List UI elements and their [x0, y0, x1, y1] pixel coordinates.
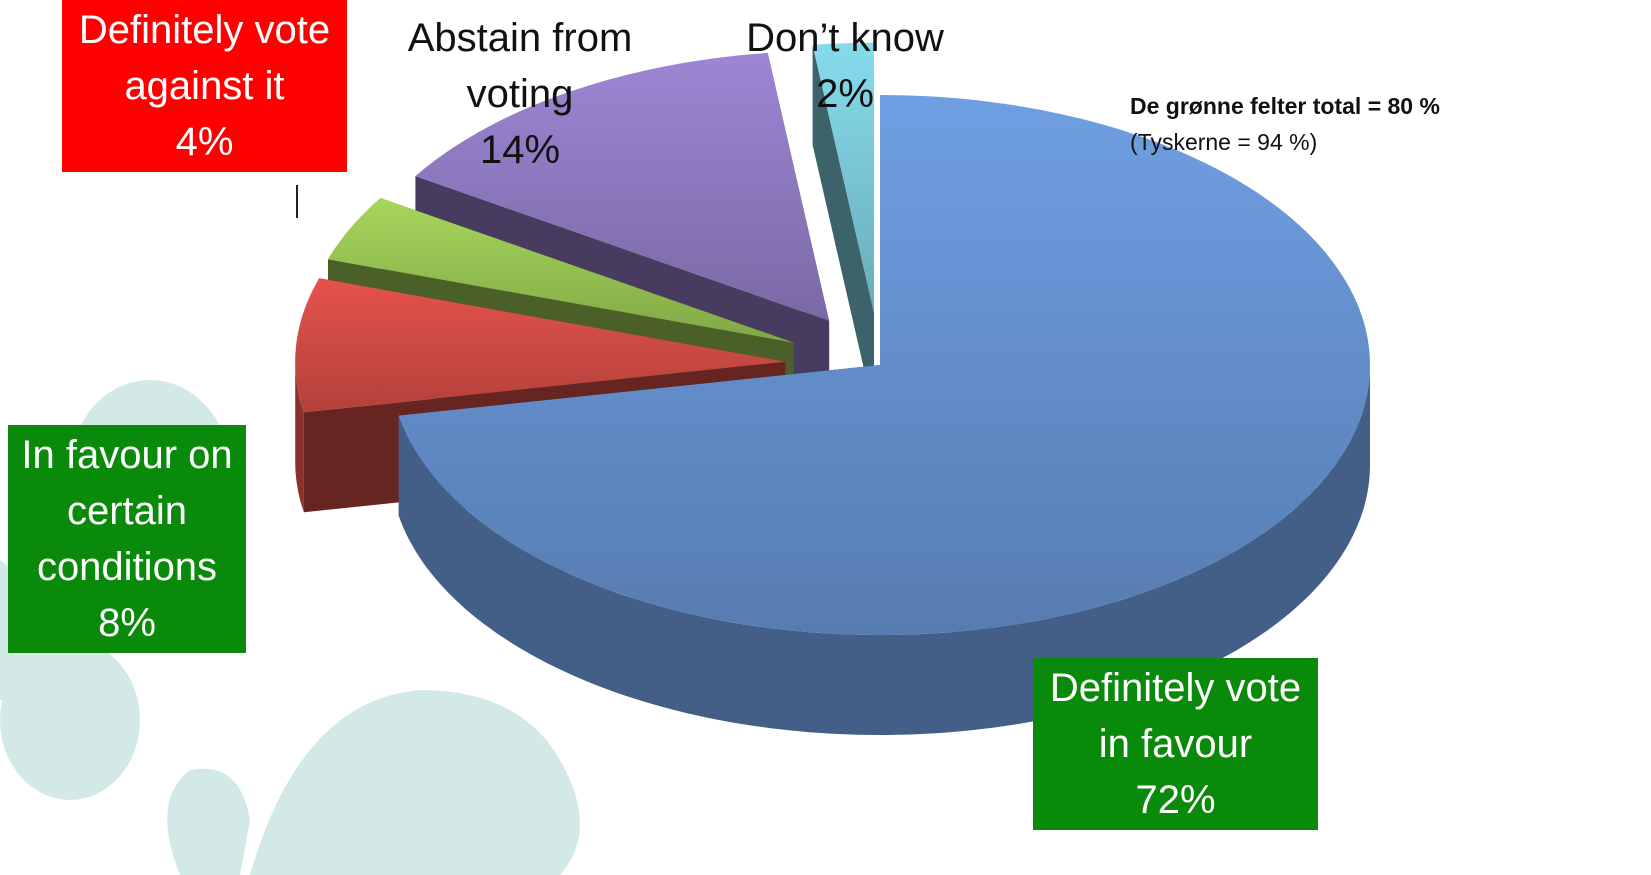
value-label: 14% [391, 122, 649, 178]
category-label: Definitely vote in favour [1039, 660, 1312, 772]
value-label: 8% [14, 595, 240, 651]
annotation-text: (Tyskerne = 94 %) [1130, 124, 1440, 160]
value-label: 72% [1039, 772, 1312, 828]
category-label: Definitely vote against it [68, 2, 341, 114]
value-label: 2% [726, 66, 964, 122]
annotation: De grønne felter total = 80 % (Tyskerne … [1130, 88, 1440, 160]
category-label: Don’t know [726, 10, 964, 66]
category-label: In favour on certain conditions [14, 427, 240, 595]
category-label: Abstain from voting [391, 10, 649, 122]
value-label: 4% [68, 114, 341, 170]
page: De grønne felter total = 80 % (Tyskerne … [0, 0, 1651, 875]
annotation-bold: De grønne felter total = 80 % [1130, 88, 1440, 124]
